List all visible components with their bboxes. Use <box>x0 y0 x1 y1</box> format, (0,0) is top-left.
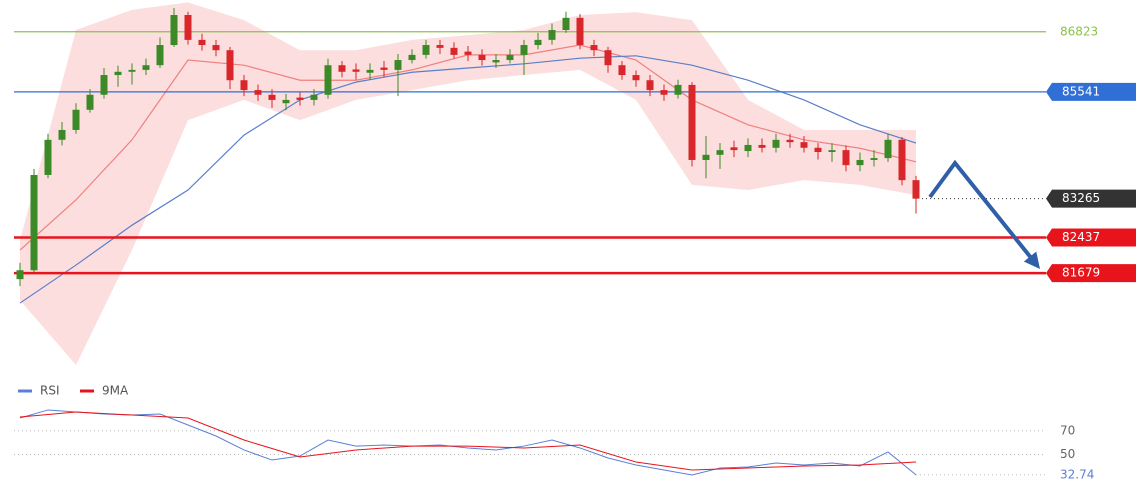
candle-body <box>240 80 248 91</box>
candle-body <box>296 97 304 100</box>
candle-body <box>800 142 808 148</box>
candle-body <box>184 15 192 40</box>
candle-body <box>604 50 612 66</box>
candle-body <box>548 30 556 40</box>
candle-body <box>870 158 878 160</box>
legend-label: RSI <box>40 384 60 398</box>
candle-body <box>324 65 332 95</box>
candle-body <box>128 69 136 72</box>
candle-body <box>338 65 346 72</box>
candle-body <box>268 94 276 100</box>
candle-body <box>464 51 472 55</box>
level-label: 85541 <box>1062 84 1100 98</box>
candle-body <box>744 144 752 152</box>
level-label: 86823 <box>1060 24 1098 38</box>
candle-body <box>380 67 388 70</box>
level-label-box <box>1046 228 1136 247</box>
candle-body <box>366 69 374 73</box>
candle-body <box>828 150 836 152</box>
last-price-label: 83265 <box>1062 191 1100 205</box>
candle-body <box>352 69 360 72</box>
candle-body <box>618 65 626 76</box>
candle-body <box>772 139 780 148</box>
candle-body <box>254 90 262 95</box>
candle-body <box>30 174 38 271</box>
candle-body <box>44 139 52 175</box>
candle-body <box>688 84 696 160</box>
candle-body <box>786 139 794 143</box>
candle-body <box>758 144 766 148</box>
level-label: 82437 <box>1062 230 1100 244</box>
candle-body <box>534 39 542 46</box>
last-value-label: 32.74 <box>1060 467 1094 481</box>
plot-layer: 86823 85541 82437 81679 83265 70 50 RSI 9MA 32.74 <box>14 2 1136 481</box>
y-tick-label: 50 <box>1060 447 1075 461</box>
candle-body <box>408 54 416 61</box>
candle-body <box>170 15 178 46</box>
candle-body <box>58 129 66 140</box>
candle-body <box>632 75 640 81</box>
candle-body <box>394 60 402 70</box>
candle-body <box>674 84 682 95</box>
candle-body <box>100 75 108 95</box>
candle-body <box>142 65 150 70</box>
forecast-arrow <box>928 159 1041 269</box>
candle-body <box>422 45 430 55</box>
candle-body <box>646 80 654 91</box>
last-price-box <box>1046 189 1136 208</box>
candle-body <box>716 150 724 155</box>
candle-body <box>884 139 892 159</box>
candle-body <box>520 45 528 55</box>
level-label-box <box>1046 264 1136 283</box>
candle-body <box>842 150 850 166</box>
candle-body <box>156 45 164 66</box>
candle-body <box>198 39 206 46</box>
candle-body <box>562 17 570 31</box>
candle-body <box>436 45 444 48</box>
candle-body <box>212 45 220 51</box>
candle-body <box>114 71 122 76</box>
candle-body <box>450 47 458 55</box>
candle-body <box>310 94 318 100</box>
candle-body <box>506 54 514 61</box>
legend-label: 9MA <box>102 384 129 398</box>
candle-body <box>730 147 738 151</box>
candle-body <box>478 54 486 61</box>
candle-body <box>492 60 500 63</box>
candle-body <box>72 109 80 130</box>
candle-body <box>226 50 234 81</box>
level-label-box <box>1046 82 1136 101</box>
candle-body <box>590 45 598 51</box>
candle-body <box>576 17 584 46</box>
candle-body <box>814 147 822 152</box>
candle-body <box>898 139 906 181</box>
level-label: 81679 <box>1062 266 1100 280</box>
candle-body <box>702 154 710 160</box>
moving-average <box>19 55 917 304</box>
candle-body <box>856 159 864 166</box>
indicator-line <box>19 411 917 471</box>
candle-body <box>16 270 24 280</box>
candle-body <box>660 90 668 95</box>
candle-body <box>282 99 290 104</box>
candle-body <box>912 180 920 199</box>
candle-body <box>86 94 94 110</box>
indicator-line <box>19 409 917 476</box>
y-tick-label: 70 <box>1060 423 1075 437</box>
